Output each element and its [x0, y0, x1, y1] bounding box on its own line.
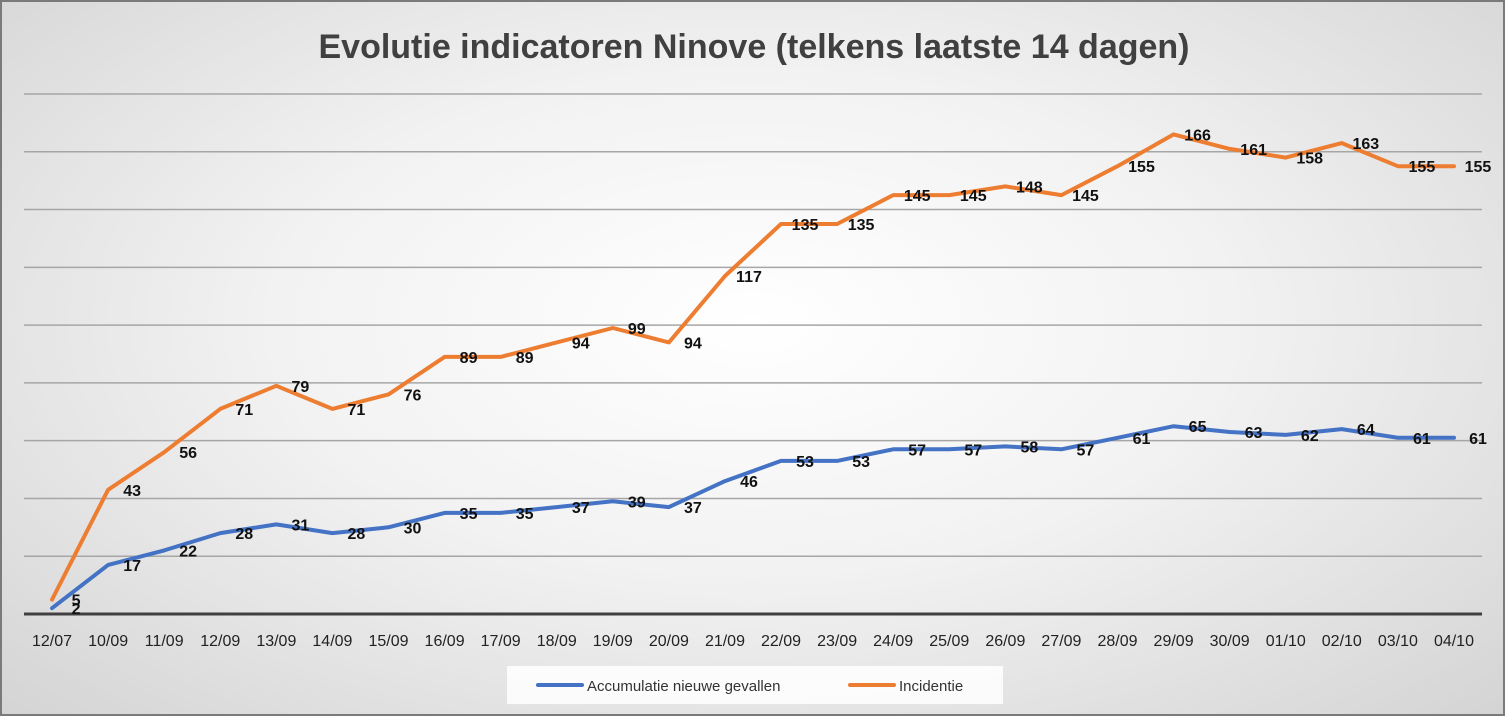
data-label: 135: [792, 217, 819, 234]
data-label: 61: [1133, 431, 1151, 448]
x-tick-label: 24/09: [873, 633, 913, 650]
data-label: 58: [1020, 439, 1038, 456]
data-label: 43: [123, 483, 141, 500]
data-label: 89: [460, 350, 478, 367]
data-label: 71: [235, 402, 253, 419]
data-label: 64: [1357, 422, 1375, 439]
data-label: 71: [348, 402, 366, 419]
data-label: 57: [908, 442, 926, 459]
series-line-incidentie: [50, 132, 1456, 602]
data-label: 53: [796, 454, 814, 471]
data-label: 117: [736, 269, 762, 286]
x-tick-label: 12/09: [200, 633, 240, 650]
data-label: 28: [348, 526, 366, 543]
data-label: 63: [1245, 425, 1263, 442]
data-label: 5: [72, 593, 81, 610]
data-label: 145: [904, 188, 931, 205]
data-label: 57: [1077, 442, 1095, 459]
legend-box: [507, 666, 1003, 704]
data-label: 57: [964, 442, 982, 459]
x-tick-label: 19/09: [593, 633, 633, 650]
x-tick-label: 20/09: [649, 633, 689, 650]
data-label: 76: [404, 387, 422, 404]
data-label: 89: [516, 350, 534, 367]
x-tick-label: 22/09: [761, 633, 801, 650]
data-label: 166: [1184, 127, 1211, 144]
x-tick-label: 01/10: [1266, 633, 1306, 650]
series-lines: [50, 132, 1456, 611]
data-label: 61: [1413, 431, 1431, 448]
data-label: 145: [960, 188, 987, 205]
x-tick-label: 23/09: [817, 633, 857, 650]
data-label: 155: [1128, 159, 1155, 176]
data-label: 35: [516, 506, 534, 523]
x-tick-label: 26/09: [985, 633, 1025, 650]
series-line-accumulatie: [50, 424, 1456, 611]
data-label: 37: [572, 500, 590, 517]
data-label: 62: [1301, 428, 1319, 445]
x-tick-label: 28/09: [1097, 633, 1137, 650]
data-label: 155: [1465, 159, 1492, 176]
x-tick-label: 11/09: [145, 633, 184, 650]
x-tick-label: 18/09: [537, 633, 577, 650]
data-label: 53: [852, 454, 870, 471]
x-tick-label: 10/09: [88, 633, 128, 650]
data-label: 158: [1296, 151, 1323, 168]
x-axis: 12/07 10/09 11/09 12/09 13/09 14/09 15/09 16/09…: [24, 612, 1482, 650]
chart-title: Evolutie indicatoren Ninove (telkens laa…: [318, 28, 1189, 66]
data-label: 99: [628, 321, 646, 338]
data-label: 30: [404, 520, 422, 537]
legend-label-accumulatie: Accumulatie nieuwe gevallen: [587, 678, 780, 695]
x-tick-label: 02/10: [1322, 633, 1362, 650]
x-tick-label: 25/09: [929, 633, 969, 650]
data-label: 28: [235, 526, 253, 543]
legend-label-incidentie: Incidentie: [899, 678, 963, 695]
data-label: 56: [179, 445, 197, 462]
data-label: 94: [572, 335, 590, 352]
data-label: 2: [72, 601, 81, 618]
x-tick-label: 27/09: [1041, 633, 1081, 650]
data-label: 17: [123, 558, 141, 575]
x-tick-label: 14/09: [312, 633, 352, 650]
data-label: 46: [740, 474, 758, 491]
x-tick-label: 15/09: [368, 633, 408, 650]
data-label: 37: [684, 500, 702, 517]
legend: Accumulatie nieuwe gevallen Incidentie: [507, 666, 1003, 704]
data-label: 65: [1189, 419, 1207, 436]
data-label: 135: [848, 217, 875, 234]
x-tick-label: 13/09: [256, 633, 296, 650]
x-tick-label: 16/09: [425, 633, 465, 650]
data-label: 35: [460, 506, 478, 523]
x-tick-label: 03/10: [1378, 633, 1418, 650]
data-label: 161: [1240, 142, 1267, 159]
data-label: 39: [628, 494, 646, 511]
data-label: 163: [1352, 136, 1379, 153]
data-label: 94: [684, 335, 702, 352]
x-tick-label: 04/10: [1434, 633, 1474, 650]
data-label: 145: [1072, 188, 1099, 205]
data-label: 79: [291, 379, 309, 396]
x-tick-label: 21/09: [705, 633, 745, 650]
x-tick-label: 30/09: [1210, 633, 1250, 650]
data-label: 22: [179, 543, 197, 560]
gridlines: [24, 93, 1482, 557]
data-label: 31: [291, 517, 309, 534]
x-tick-label: 29/09: [1154, 633, 1194, 650]
data-label: 148: [1016, 179, 1043, 196]
data-label: 61: [1469, 431, 1487, 448]
x-tick-label: 12/07: [32, 633, 72, 650]
data-label: 155: [1409, 159, 1436, 176]
x-tick-label: 17/09: [481, 633, 521, 650]
